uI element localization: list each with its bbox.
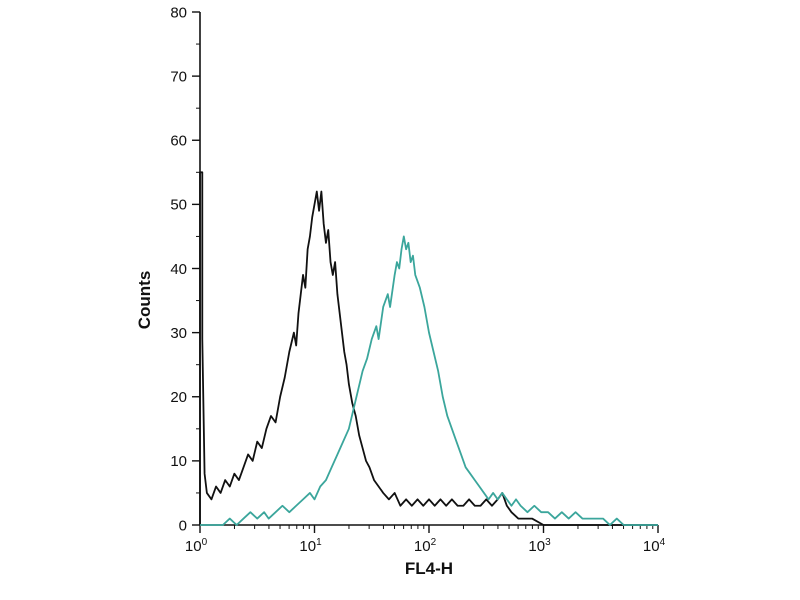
y-tick-label: 0 (179, 517, 187, 534)
x-axis-title: FL4-H (405, 559, 453, 578)
y-tick-label: 10 (170, 453, 187, 470)
y-tick-label: 40 (170, 261, 187, 278)
x-tick-label: 102 (414, 537, 437, 555)
y-tick-label: 60 (170, 133, 187, 150)
y-axis-title: Counts (135, 271, 154, 330)
plot-layer: 0 10 20 30 40 50 60 70 80 100 101 102 103 104 (170, 4, 665, 555)
y-tick-label: 50 (170, 197, 187, 214)
y-tick-label: 70 (170, 68, 187, 85)
y-tick-label: 30 (170, 325, 187, 342)
series-black-trace (199, 171, 658, 526)
series-teal-trace (200, 235, 658, 526)
x-tick-label: 104 (643, 537, 666, 555)
x-tick-label: 103 (528, 537, 551, 555)
y-tick-label: 80 (170, 4, 187, 21)
x-tick-label: 100 (185, 537, 208, 555)
x-tick-label: 101 (299, 537, 322, 555)
y-tick-label: 20 (170, 389, 187, 406)
